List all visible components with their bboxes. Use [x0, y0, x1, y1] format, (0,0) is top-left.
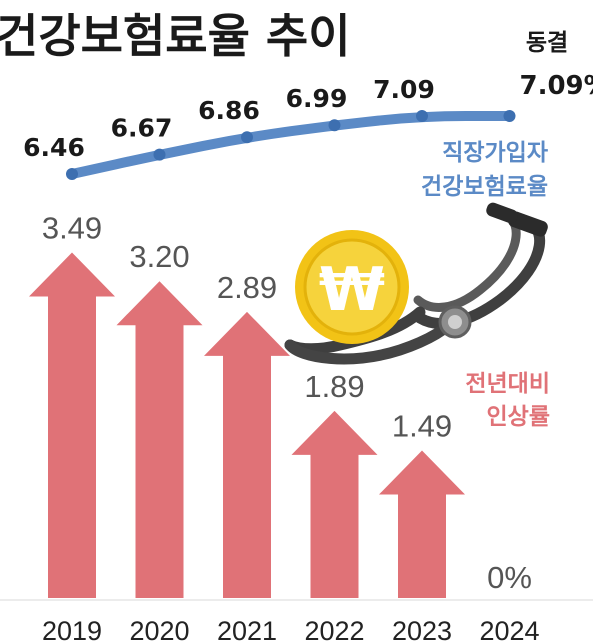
x-axis: 2019 2020 2021 2022 2023 2024	[0, 599, 593, 644]
line-point-2024	[503, 110, 516, 123]
x-tick-2023: 2023	[392, 616, 452, 644]
line-point-2021	[241, 131, 253, 144]
bar-label-2023: 1.49	[392, 408, 452, 443]
line-label-2019: 6.46	[23, 133, 85, 162]
line-point-2019	[66, 168, 78, 180]
bar-label-2024: 0%	[487, 560, 532, 595]
line-label-2023: 7.09	[373, 75, 435, 104]
x-tick-2020: 2020	[129, 616, 189, 644]
line-path	[67, 111, 515, 179]
annotation-frozen: 동결	[526, 30, 568, 56]
bar-series: 3.49 3.20 2.89 1.89 1.49 0%	[29, 210, 532, 599]
won-coin-icon: ₩	[295, 230, 409, 344]
bar-arrow-2022	[291, 410, 378, 598]
x-tick-2022: 2022	[304, 616, 364, 644]
bar-label-2020: 3.20	[129, 239, 189, 274]
legend-line-line2: 건강보험료율	[421, 174, 548, 200]
bar-arrow-2023	[379, 450, 465, 598]
svg-text:₩: ₩	[319, 255, 385, 325]
line-series: 6.46 6.67 6.86 6.99 7.09 7.09%	[23, 71, 593, 180]
x-tick-2024: 2024	[479, 616, 539, 644]
line-point-2022	[328, 119, 341, 132]
bar-arrow-2021	[204, 311, 290, 598]
bar-label-2022: 1.89	[304, 369, 364, 404]
x-tick-2019: 2019	[42, 616, 102, 644]
bar-arrow-2019	[29, 252, 115, 599]
line-label-2020: 6.67	[111, 114, 173, 143]
stethoscope-icon	[284, 202, 548, 365]
chart-title: 건강보험료율 추이	[0, 9, 351, 63]
bar-arrow-2020	[116, 281, 203, 598]
legend-bar-line1: 전년대비	[465, 371, 550, 397]
x-tick-2021: 2021	[217, 616, 277, 644]
bar-label-2019: 3.49	[42, 210, 102, 245]
bar-label-2021: 2.89	[217, 270, 277, 305]
line-label-2024: 7.09%	[520, 71, 593, 101]
line-label-2021: 6.86	[198, 96, 260, 125]
line-point-2020	[153, 148, 166, 161]
legend-line-line1: 직장가입자	[442, 140, 548, 166]
legend-bar-line2: 인상률	[487, 404, 550, 430]
line-point-2023	[416, 110, 428, 123]
line-label-2022: 6.99	[286, 84, 348, 113]
